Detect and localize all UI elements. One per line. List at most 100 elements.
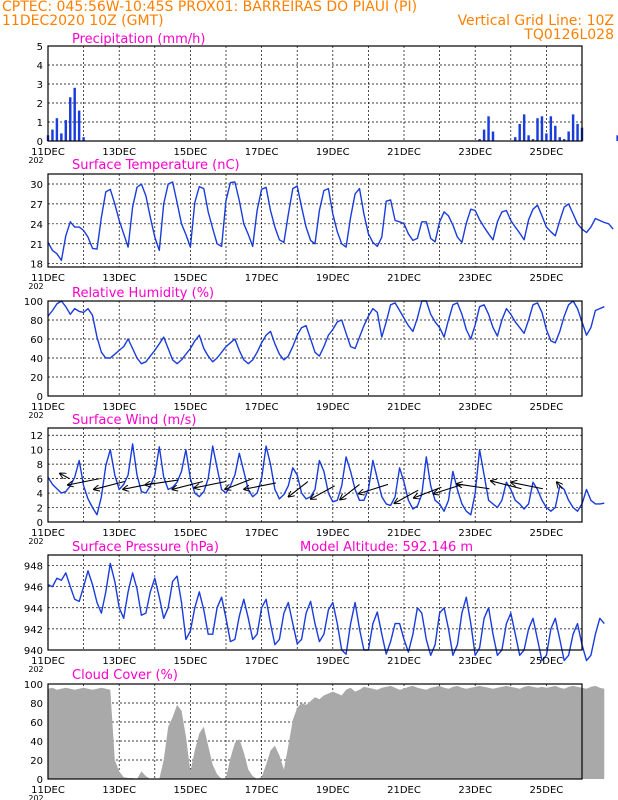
wind-vector-arrow [68, 478, 100, 485]
cloud-ytick-label: 0 [37, 775, 43, 786]
humidity-line [47, 300, 605, 365]
cloud-xtick-label: 23DEC [458, 785, 492, 796]
wind-xtick-label: 25DEC [530, 528, 564, 539]
cloud-xtick-label: 11DEC [31, 785, 65, 796]
precip-bar [554, 125, 557, 141]
temperature-xtick-label: 17DEC [245, 273, 279, 284]
precip-bar [487, 116, 490, 141]
precipitation-year-stub: 202 [28, 156, 43, 165]
temperature-xtick-label: 23DEC [458, 273, 492, 284]
wind-line [47, 443, 605, 516]
precipitation-ytick-label: 2 [37, 99, 43, 110]
wind-frame [47, 427, 583, 523]
pressure-ytick-label: 946 [24, 583, 43, 594]
humidity-xtick-label: 25DEC [530, 402, 564, 413]
precip-bar [77, 110, 81, 141]
cloud-ytick-label: 80 [30, 699, 43, 710]
precipitation-xtick-label: 15DEC [174, 147, 208, 158]
humidity-xtick-label: 17DEC [245, 402, 279, 413]
precip-bar [531, 139, 535, 141]
wind-vector-arrow [557, 482, 563, 490]
pressure-xtick-label: 25DEC [530, 656, 564, 667]
wind-vector-arrow [60, 473, 70, 480]
temperature-ytick-label: 30 [30, 180, 43, 191]
precipitation-xtick-label: 23DEC [458, 147, 492, 158]
pressure-xtick-label: 15DEC [174, 656, 208, 667]
wind-xtick-label: 11DEC [31, 528, 65, 539]
humidity-ytick-label: 100 [24, 297, 43, 308]
wind-ytick-label: 6 [37, 475, 43, 486]
precip-bar [567, 131, 570, 141]
pressure-subtitle: Model Altitude: 592.146 m [300, 540, 473, 555]
precip-bar [51, 129, 54, 141]
pressure-ytick-label: 940 [24, 646, 43, 657]
precip-bar [545, 133, 548, 141]
precip-bar [518, 123, 521, 141]
precipitation-xtick-label: 13DEC [102, 147, 136, 158]
precipitation-ytick-label: 1 [37, 118, 43, 129]
pressure-year-stub: 202 [28, 665, 43, 674]
wind-vector-arrow [94, 480, 125, 490]
pressure-xtick-label: 19DEC [316, 656, 350, 667]
precip-bar [60, 133, 63, 141]
precipitation-xtick-label: 11DEC [31, 147, 65, 158]
wind-vector-arrow [244, 482, 276, 489]
precip-bar [558, 137, 561, 141]
precip-bar [571, 114, 575, 141]
humidity-xtick-label: 15DEC [174, 402, 208, 413]
precip-bar [73, 87, 76, 141]
panel-temperature: Surface Temperature (nC) 18 21 24 27 30 11DEC 1… [28, 158, 614, 291]
cloud-ytick-label: 60 [30, 718, 43, 729]
precipitation-title: Precipitation (mm/h) [72, 32, 205, 47]
cloud-year-stub: 202 [28, 794, 43, 800]
wind-xtick-label: 19DEC [316, 528, 350, 539]
header: CPTEC: 045:56W-10:45S PROX01: BARREIRAS … [0, 0, 618, 46]
wind-ytick-label: 0 [37, 518, 43, 529]
wind-xtick-label: 15DEC [174, 528, 208, 539]
humidity-title: Relative Humidity (%) [72, 286, 214, 301]
temperature-title: Surface Temperature (nC) [72, 158, 240, 173]
precipitation-xtick-label: 19DEC [316, 147, 350, 158]
wind-vector-arrow [340, 483, 360, 499]
panel-wind: Surface Wind (m/s) 0 2 4 6 8 10 12 11DEC 13DEC 15D… [28, 413, 605, 546]
header-model-id: TQ0126L028 [524, 27, 614, 43]
precip-bar [576, 123, 579, 141]
cloud-ytick-label: 40 [30, 737, 43, 748]
cloud-ytick-label: 100 [24, 680, 43, 691]
precipitation-ytick-label: 4 [37, 61, 43, 72]
wind-ytick-label: 10 [30, 446, 43, 457]
wind-vector-arrow [145, 479, 179, 485]
cloud-xtick-label: 15DEC [174, 785, 208, 796]
wind-vector-arrow [194, 480, 227, 488]
panel-precipitation: Precipitation (mm/h) 0 1 2 3 4 5 11DEC 13DEC 15DE… [28, 32, 618, 165]
temperature-xtick-label: 11DEC [31, 273, 65, 284]
precipitation-xtick-label: 25DEC [530, 147, 564, 158]
precip-bar [491, 131, 495, 141]
panel-cloud: Cloud Cover (%) 0 20 40 60 80 100 11DEC 13DEC 15D… [24, 668, 605, 800]
header-grid-line-note: Vertical Grid Line: 10Z [457, 13, 614, 29]
humidity-ytick-label: 40 [30, 354, 43, 365]
cloud-xtick-label: 13DEC [102, 785, 136, 796]
humidity-year-stub: 202 [28, 411, 43, 420]
temperature-xtick-label: 21DEC [387, 273, 421, 284]
wind-vector-arrow [491, 481, 522, 490]
precip-bar [540, 116, 544, 141]
cloud-xtick-label: 19DEC [316, 785, 350, 796]
wind-xtick-label: 21DEC [387, 528, 421, 539]
precip-bar [527, 135, 530, 141]
pressure-ytick-label: 944 [24, 604, 43, 615]
pressure-ytick-label: 942 [24, 625, 43, 636]
cloud-xtick-label: 17DEC [245, 785, 279, 796]
wind-vector-arrow [359, 483, 389, 493]
temperature-xtick-label: 25DEC [530, 273, 564, 284]
pressure-title: Surface Pressure (hPa) [72, 540, 219, 555]
wind-vector-arrow [172, 480, 203, 490]
cloud-frame [47, 683, 583, 780]
precip-bar [82, 137, 85, 141]
precip-bar [478, 139, 481, 141]
wind-vector-arrow [457, 484, 490, 490]
pressure-ytick-label: 948 [24, 562, 43, 573]
temperature-xtick-label: 15DEC [174, 273, 208, 284]
precipitation-ytick-label: 3 [37, 80, 43, 91]
